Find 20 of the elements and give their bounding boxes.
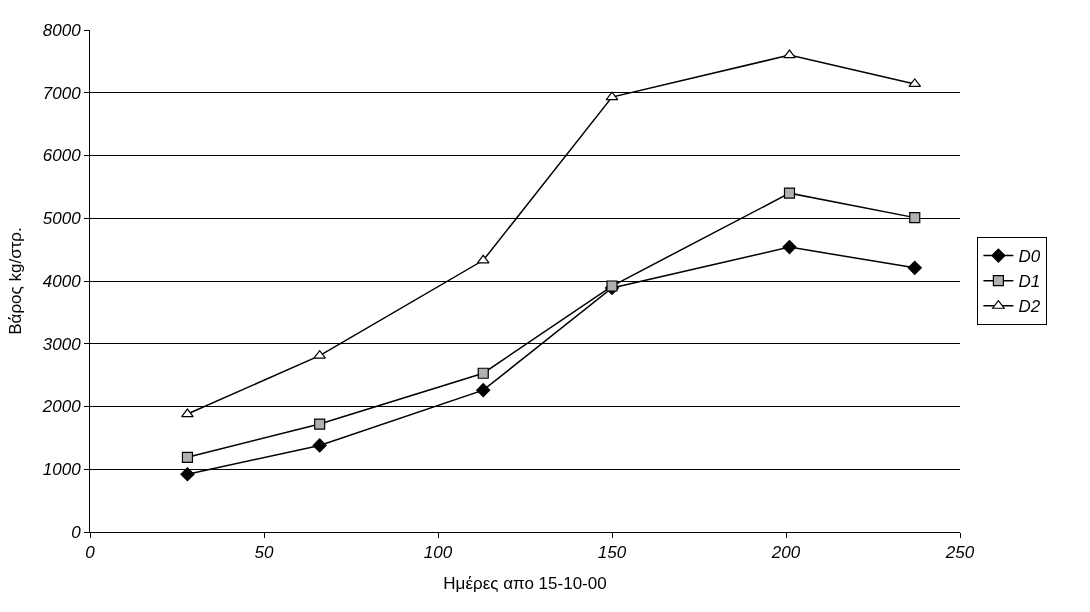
y-tick-label: 7000 [42,83,82,103]
x-tick-label: 200 [770,543,801,563]
y-tick-label: 6000 [42,146,82,166]
y-tick-label: 4000 [42,271,82,291]
y-tick-label: 3000 [42,334,82,354]
x-tick-label: 0 [85,543,96,563]
legend-label: D1 [1018,272,1041,292]
x-tick-label: 50 [254,543,274,563]
y-axis-title: Βάρος kg/στρ. [6,227,26,335]
y-tick-label: 5000 [42,209,82,229]
y-tick-label: 2000 [41,397,82,417]
legend-label: D2 [1018,297,1041,317]
legend-label: D0 [1018,247,1041,267]
x-axis-title: Ημέρες απο 15-10-00 [443,573,607,593]
x-tick-label: 100 [423,543,453,563]
x-tick-label: 150 [597,543,627,563]
y-tick-label: 1000 [42,460,82,480]
y-tick-label: 8000 [42,20,82,40]
x-tick-label: 250 [944,543,975,563]
y-tick-label: 0 [71,522,82,542]
